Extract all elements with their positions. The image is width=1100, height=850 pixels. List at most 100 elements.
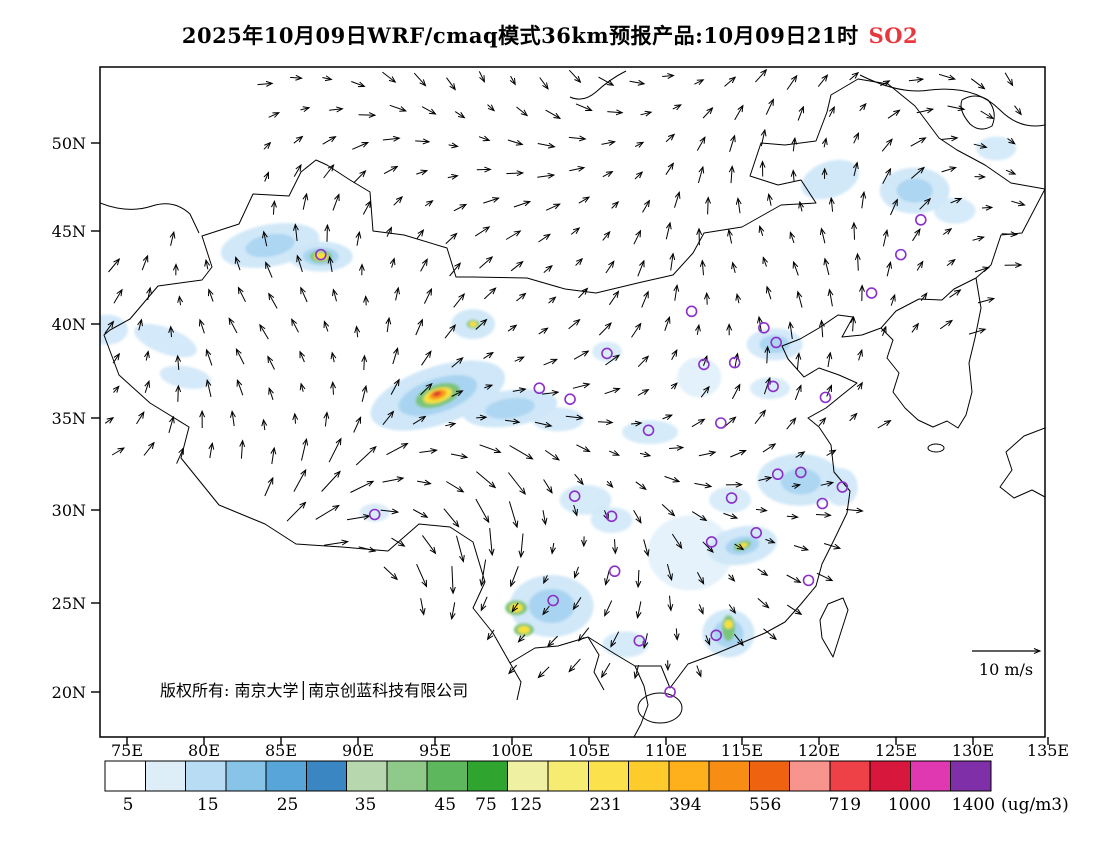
- wind-arrow: [1001, 231, 1018, 238]
- wind-arrow: [113, 288, 123, 304]
- wind-arrow: [826, 449, 837, 456]
- wind-arrow: [176, 447, 184, 464]
- wind-arrow: [950, 197, 963, 204]
- so2-contour-blob: [823, 468, 858, 507]
- wind-arrow: [578, 287, 589, 299]
- wind-arrow: [642, 199, 651, 213]
- wind-arrow: [758, 476, 773, 482]
- colorbar-segment: [346, 760, 388, 792]
- wind-arrow: [543, 264, 553, 273]
- wind-arrow: [673, 628, 680, 641]
- wind-arrow: [765, 537, 776, 544]
- wind-arrow: [446, 77, 456, 91]
- jeju-island: [927, 443, 945, 453]
- wind-arrow: [674, 191, 681, 208]
- wind-arrow: [332, 288, 338, 302]
- wind-arrow: [330, 351, 337, 363]
- wind-arrow: [229, 410, 236, 427]
- wind-arrow: [263, 141, 272, 150]
- wind-arrow: [257, 80, 274, 87]
- wind-arrow: [815, 512, 832, 518]
- wind-arrow: [672, 104, 682, 111]
- colorbar-label: 25: [277, 795, 299, 815]
- station-marker: [771, 468, 784, 481]
- lon-axis-label: 130E: [952, 741, 994, 760]
- wind-arrow: [323, 320, 330, 332]
- colorbar-label: 45: [434, 795, 456, 815]
- wind-arrow: [605, 354, 621, 366]
- wind-arrow: [545, 109, 562, 119]
- wind-arrow: [881, 325, 887, 336]
- title-pollutant: SO2: [868, 23, 919, 48]
- wind-arrow: [475, 498, 490, 524]
- station-marker: [836, 481, 849, 493]
- wind-arrow: [112, 352, 121, 364]
- wind-arrow: [517, 634, 526, 643]
- wind-arrow: [664, 475, 681, 483]
- wind-arrow: [236, 378, 244, 396]
- lake-baikal: [569, 70, 627, 100]
- wind-arrow: [1014, 105, 1022, 116]
- korea-outline: [880, 277, 982, 429]
- wind-arrow: [570, 227, 581, 235]
- wind-arrow: [572, 382, 591, 389]
- colorbar-segment: [789, 760, 831, 792]
- wind-arrow: [413, 72, 427, 87]
- copyright-text: 版权所有: 南京大学│南京创蓝科技有限公司: [160, 680, 468, 700]
- wind-arrow: [857, 348, 863, 361]
- wind-arrow: [786, 574, 802, 584]
- wind-arrow: [695, 323, 701, 335]
- wind-arrow: [665, 162, 675, 175]
- lon-axis-label: 135E: [1027, 741, 1069, 760]
- station-marker: [750, 526, 763, 539]
- wind-arrow: [208, 442, 215, 459]
- wind-arrow: [908, 76, 925, 83]
- wind-arrow: [634, 141, 645, 148]
- wind-arrow: [912, 228, 921, 242]
- chart-title: 2025年10月09日WRF/cmaq模式36km预报产品:10月09日21时 …: [0, 20, 1100, 50]
- wind-arrow: [177, 295, 184, 306]
- wind-arrow: [974, 266, 991, 273]
- wind-arrow: [641, 290, 649, 308]
- wind-arrow: [444, 324, 456, 339]
- wind-arrow: [635, 481, 647, 491]
- wind-arrow: [598, 76, 615, 86]
- wind-arrow: [877, 419, 892, 429]
- so2-contour-blob: [933, 197, 976, 224]
- wind-arrow: [544, 449, 560, 461]
- wind-arrow: [382, 476, 405, 483]
- wind-arrow: [323, 411, 330, 427]
- station-marker: [601, 347, 613, 360]
- wind-arrow: [699, 259, 706, 276]
- wind-arrow: [604, 600, 613, 617]
- wind-arrow: [792, 260, 799, 276]
- wind-arrow: [146, 286, 152, 301]
- wind-arrow: [731, 383, 741, 400]
- wind-arrow: [602, 230, 611, 241]
- wind-arrow: [849, 71, 860, 81]
- colorbar-label: 556: [749, 795, 781, 815]
- lon-axis-label: 95E: [419, 741, 451, 760]
- so2-contour-blob: [750, 377, 791, 400]
- wind-arrow: [819, 227, 826, 244]
- wind-arrow: [445, 421, 457, 428]
- wind-arrow: [643, 539, 650, 557]
- wind-arrow: [601, 140, 616, 146]
- wind-arrow: [662, 414, 674, 421]
- wind-reference: 10 m/s: [972, 648, 1042, 679]
- wind-arrow: [487, 104, 496, 112]
- colorbar-segment: [225, 760, 267, 792]
- wind-arrow: [765, 285, 772, 300]
- station-marker: [816, 497, 829, 510]
- wind-arrow: [696, 136, 706, 151]
- wind-arrow: [796, 290, 803, 308]
- wind-arrow: [478, 135, 491, 142]
- wind-arrow: [228, 317, 238, 334]
- wind-arrow: [849, 412, 858, 422]
- lat-axis-label: 30N: [52, 501, 86, 520]
- wind-arrow: [354, 325, 361, 338]
- wind-arrow: [516, 292, 527, 302]
- wind-arrow: [916, 260, 924, 271]
- wind-arrow: [207, 288, 214, 302]
